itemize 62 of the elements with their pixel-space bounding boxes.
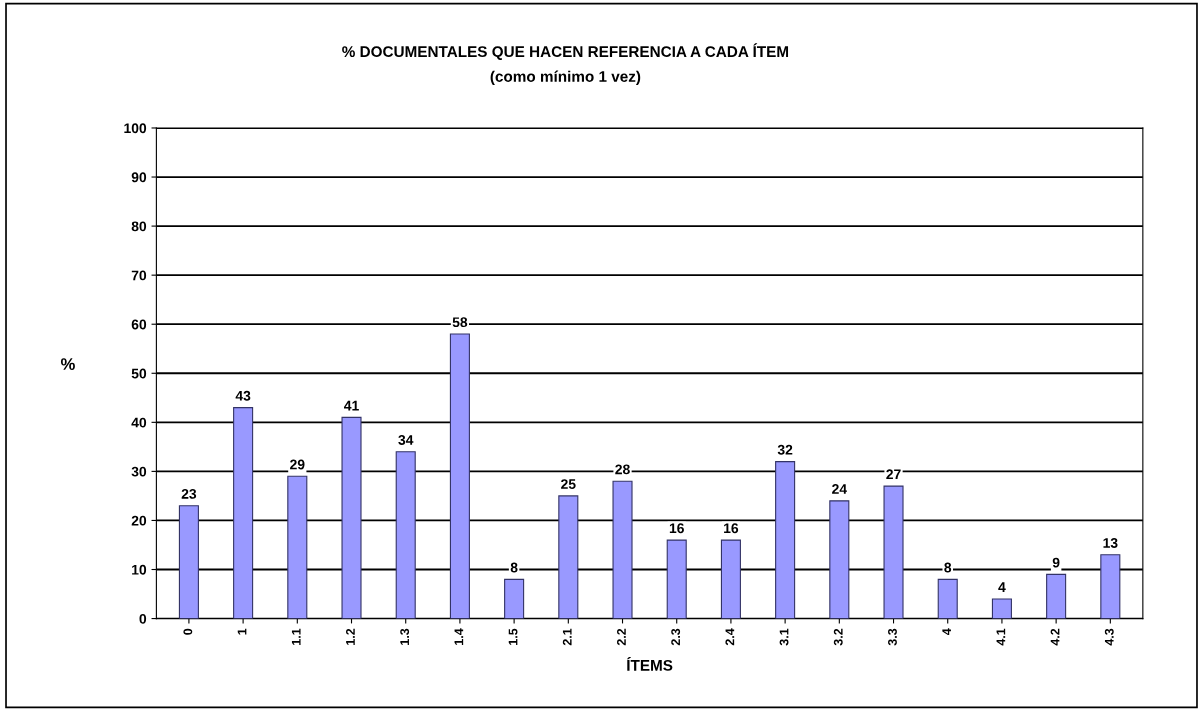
- y-tick-label: 60: [131, 319, 147, 330]
- y-tick-label: 10: [132, 564, 147, 575]
- x-tick-label: 1: [237, 628, 247, 635]
- data-label: 27: [886, 469, 901, 480]
- data-label: 16: [669, 523, 684, 534]
- data-label: 25: [561, 479, 576, 490]
- x-tick-label: 1.2: [346, 628, 355, 645]
- chart-subtitle: (como mínimo 1 vez): [490, 70, 641, 85]
- bar: [504, 578, 525, 619]
- data-label: 58: [452, 317, 468, 328]
- data-label: 13: [1103, 538, 1118, 548]
- x-tick-label: 2.2: [617, 628, 626, 646]
- data-label: 23: [181, 488, 197, 499]
- y-tick-label: 70: [131, 270, 147, 281]
- x-axis-title: ÍTEMS: [627, 657, 673, 671]
- y-tick-label: 30: [131, 466, 147, 477]
- y-tick-label: 0: [139, 613, 147, 624]
- y-tick-label: 20: [131, 515, 147, 526]
- x-tick-label: 4.3: [1104, 628, 1114, 646]
- x-tick-label: 4: [942, 628, 951, 636]
- data-label: 41: [344, 400, 359, 411]
- data-label: 34: [398, 435, 414, 445]
- data-label: 8: [510, 562, 518, 573]
- x-tick-label: 4.2: [1050, 628, 1060, 646]
- data-label: 24: [832, 484, 847, 494]
- data-label: 32: [777, 444, 793, 455]
- y-tick-label: 80: [131, 221, 147, 232]
- bar: [449, 333, 470, 619]
- bar: [666, 539, 687, 619]
- bar: [178, 505, 199, 619]
- x-tick-label: 0: [183, 628, 193, 635]
- data-label: 28: [615, 464, 630, 475]
- x-tick-label: 2.4: [725, 628, 735, 646]
- data-label: 4: [998, 582, 1006, 592]
- data-label: 16: [724, 523, 739, 534]
- y-tick-label: 50: [131, 368, 147, 379]
- x-tick-label: 3.1: [779, 628, 789, 646]
- bar: [612, 480, 633, 619]
- y-tick-label: 40: [131, 417, 147, 428]
- x-tick-label: 2.3: [671, 628, 681, 646]
- x-tick-label: 2.1: [562, 628, 572, 646]
- bar: [937, 578, 958, 619]
- data-label: 29: [290, 459, 305, 470]
- x-tick-label: 1.1: [291, 628, 301, 645]
- data-label: 9: [1052, 557, 1060, 568]
- bar: [883, 485, 904, 619]
- data-label: 43: [235, 390, 251, 401]
- x-tick-label: 4.1: [996, 628, 1006, 646]
- y-tick-label: 100: [124, 123, 147, 134]
- bar: [395, 451, 416, 619]
- x-tick-label: 1.4: [454, 628, 464, 645]
- chart-title: % DOCUMENTALES QUE HACEN REFERENCIA A CADA ÍTEM: [342, 43, 789, 60]
- bar: [775, 461, 796, 619]
- bar: [720, 539, 741, 619]
- x-tick-label: 1.5: [508, 628, 518, 645]
- x-tick-label: 1.3: [400, 628, 410, 645]
- x-tick-label: 3.2: [833, 628, 843, 646]
- y-tick-label: 90: [131, 172, 147, 183]
- y-axis-title: %: [60, 358, 75, 370]
- x-tick-label: 3.3: [888, 628, 897, 646]
- data-label: 8: [944, 562, 952, 573]
- bar: [233, 407, 254, 619]
